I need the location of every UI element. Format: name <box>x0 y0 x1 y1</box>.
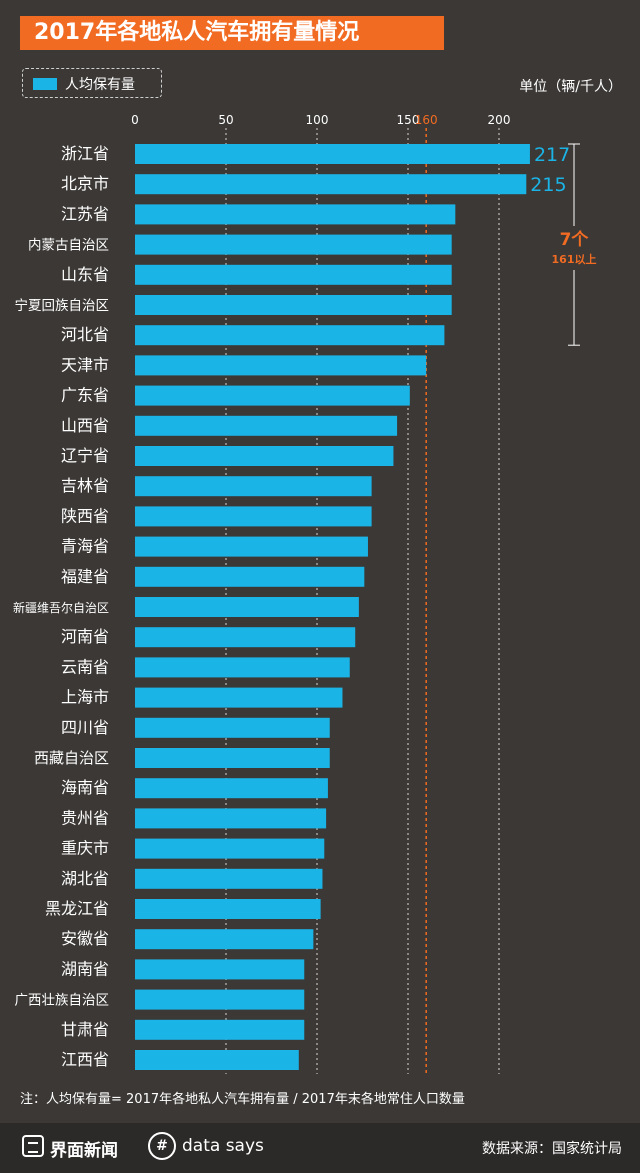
bar <box>135 204 456 225</box>
bar <box>135 385 410 406</box>
category-label: 江西省 <box>61 1050 109 1069</box>
footer: 界面新闻 # data says 数据来源：国家统计局 <box>0 1123 640 1173</box>
bar <box>135 174 527 195</box>
category-label: 宁夏回族自治区 <box>15 297 110 314</box>
bar <box>135 295 452 315</box>
bar <box>135 1019 305 1040</box>
bar <box>135 415 398 436</box>
category-label: 四川省 <box>61 718 109 737</box>
category-label: 山西省 <box>61 416 109 435</box>
category-label: 贵州省 <box>61 808 109 827</box>
brand-jiemian: 界面新闻 <box>50 1141 118 1161</box>
footnote: 注：人均保有量= 2017年各地私人汽车拥有量 / 2017年末各地常住人口数量 <box>20 1092 465 1107</box>
category-label: 甘肃省 <box>61 1020 109 1039</box>
legend: 人均保有量 <box>22 68 162 98</box>
category-label: 广东省 <box>61 386 109 405</box>
legend-label: 人均保有量 <box>65 77 135 93</box>
category-label: 山东省 <box>61 265 109 284</box>
category-label: 内蒙古自治区 <box>28 238 109 254</box>
bar <box>135 506 372 527</box>
bar <box>135 899 321 919</box>
category-label: 北京市 <box>61 174 109 193</box>
data-source: 数据来源：国家统计局 <box>482 1141 622 1157</box>
x-tick-label: 0 <box>131 113 139 127</box>
brand-datasays: data says <box>182 1136 264 1156</box>
category-label: 广西壮族自治区 <box>15 993 110 1009</box>
category-label: 河南省 <box>61 627 109 646</box>
category-label: 湖北省 <box>61 869 109 888</box>
bar <box>135 838 325 859</box>
legend-swatch <box>33 78 57 90</box>
category-label: 江苏省 <box>61 204 109 223</box>
category-label: 辽宁省 <box>61 446 109 465</box>
hash-circle-icon: # <box>148 1132 176 1160</box>
bar <box>135 325 445 346</box>
category-label: 天津市 <box>61 355 109 374</box>
bar-chart: 0 50 100 150 200 160 浙江省 217 北京市 215 江苏省内蒙古自治区山东省宁… <box>13 113 597 1074</box>
bar <box>135 778 328 799</box>
category-label: 青海省 <box>61 537 109 556</box>
data-label: 215 <box>530 174 566 196</box>
category-label: 福建省 <box>61 567 109 586</box>
bar <box>135 355 427 376</box>
bar <box>135 1050 299 1070</box>
category-label: 河北省 <box>61 325 109 344</box>
category-label: 新疆维吾尔自治区 <box>13 600 109 615</box>
category-label: 海南省 <box>61 778 109 797</box>
x-tick-label: 200 <box>488 113 511 127</box>
reference-line-label: 160 <box>415 113 438 127</box>
bar <box>135 657 350 678</box>
bar <box>135 989 305 1010</box>
category-label: 上海市 <box>61 688 109 707</box>
category-label: 安徽省 <box>61 929 109 948</box>
bar <box>135 234 452 255</box>
bar <box>135 566 365 587</box>
bar <box>135 144 530 164</box>
category-label: 吉林省 <box>61 476 109 495</box>
bar <box>135 536 368 557</box>
x-tick-label: 100 <box>306 113 329 127</box>
bar <box>135 264 452 285</box>
x-tick-label: 50 <box>218 113 233 127</box>
unit-label: 单位（辆/千人） <box>519 79 622 95</box>
data-label: 217 <box>534 144 570 166</box>
category-label: 浙江省 <box>61 144 109 163</box>
bar <box>135 597 359 617</box>
bar <box>135 959 305 980</box>
category-label: 云南省 <box>61 657 109 676</box>
annotation-threshold: 161以上 <box>552 252 597 266</box>
bar <box>135 717 330 738</box>
category-label: 重庆市 <box>61 839 109 858</box>
category-label: 西藏自治区 <box>34 749 109 767</box>
category-label: 湖南省 <box>61 959 109 978</box>
bar <box>135 446 394 466</box>
category-label: 陕西省 <box>61 506 109 525</box>
page-title: 2017年各地私人汽车拥有量情况 <box>20 16 444 50</box>
bar <box>135 808 327 829</box>
bar <box>135 476 372 497</box>
jiemian-logo-icon <box>22 1135 44 1157</box>
bar <box>135 929 314 950</box>
bar <box>135 687 343 708</box>
x-tick-label: 150 <box>397 113 420 127</box>
annotation-count: 7个 <box>560 229 590 250</box>
category-label: 黑龙江省 <box>45 899 109 918</box>
bar <box>135 627 356 648</box>
bar <box>135 868 323 889</box>
bar <box>135 748 330 768</box>
